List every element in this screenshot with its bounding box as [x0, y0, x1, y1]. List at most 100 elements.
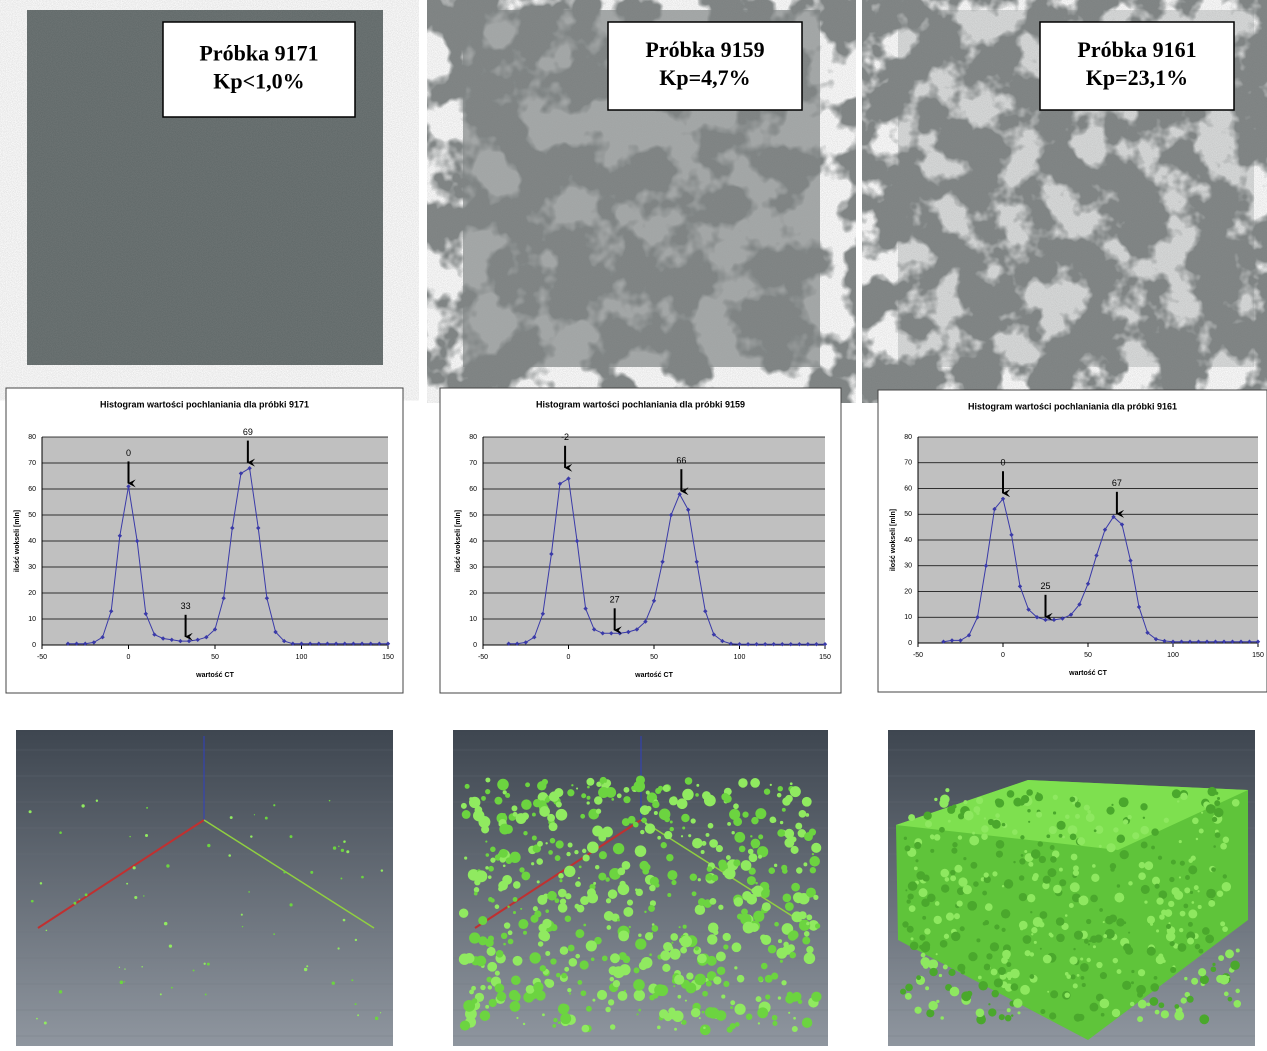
pore [803, 862, 808, 867]
pore [511, 805, 518, 812]
pore [983, 872, 989, 878]
pore [273, 933, 276, 936]
pore [806, 887, 816, 898]
pore [617, 991, 628, 1001]
data-point [814, 642, 819, 647]
pore [1116, 918, 1125, 927]
data-point [745, 642, 751, 647]
pore [512, 911, 517, 915]
pore [1068, 903, 1074, 908]
photo-kp: Kp<1,0% [213, 69, 304, 94]
pore [903, 836, 908, 840]
pore [925, 986, 930, 991]
chart-title: Histogram wartości pochlaniania dla prób… [100, 399, 309, 409]
pore [485, 1004, 490, 1009]
pore [682, 788, 694, 801]
pore [507, 905, 510, 908]
pore [943, 933, 950, 939]
pore [907, 881, 918, 891]
pore [654, 883, 660, 888]
pore [924, 820, 933, 828]
pore [1176, 800, 1180, 803]
pore [738, 778, 748, 788]
pore [605, 898, 612, 904]
pore [340, 877, 343, 880]
pore [204, 993, 207, 996]
data-point [728, 641, 734, 646]
pore [533, 981, 544, 993]
pore [705, 832, 710, 837]
pore [1010, 983, 1019, 991]
pore [1026, 789, 1033, 796]
pore [1047, 990, 1050, 993]
pore [981, 833, 988, 841]
pore [487, 875, 492, 879]
y-tick-label: 10 [904, 614, 912, 621]
photo-kp: Kp=23,1% [1086, 65, 1188, 90]
pore [582, 854, 590, 862]
pore [515, 813, 527, 824]
pore [143, 895, 145, 897]
pore [623, 906, 634, 917]
pore [755, 808, 767, 820]
pore [569, 992, 572, 995]
pore [981, 825, 989, 833]
pore [738, 845, 746, 853]
render-3d [888, 730, 1255, 1046]
pore [1129, 1001, 1135, 1007]
pore [1170, 966, 1177, 973]
x-tick-label: 100 [1167, 652, 1179, 659]
x-tick-label: 150 [1252, 652, 1264, 659]
pore [567, 789, 575, 797]
pore [485, 840, 488, 843]
pore [459, 1020, 471, 1031]
pore [537, 840, 543, 847]
pore [486, 976, 493, 983]
pore [1122, 980, 1132, 990]
pore [498, 848, 508, 858]
pore [1140, 884, 1150, 894]
pore [1187, 937, 1195, 945]
data-point [152, 632, 157, 637]
data-point [178, 638, 183, 644]
pore [1081, 982, 1086, 988]
pore [1099, 998, 1110, 1009]
pore [1188, 909, 1198, 919]
pore [956, 887, 965, 896]
data-point [1102, 527, 1108, 532]
pore [1042, 882, 1050, 890]
data-point [720, 638, 725, 644]
pore [690, 1007, 701, 1018]
pore [939, 826, 945, 833]
data-point [591, 627, 597, 632]
x-tick-label: -50 [913, 652, 923, 659]
pore [645, 790, 650, 795]
pore [608, 966, 618, 976]
pore [748, 853, 758, 863]
pore [488, 896, 493, 902]
pore [485, 938, 494, 948]
pore [1018, 920, 1028, 930]
pore [1103, 934, 1108, 938]
pore [45, 929, 48, 932]
pore [715, 951, 726, 962]
pore [1078, 897, 1082, 901]
pore [686, 972, 694, 980]
pore [499, 823, 511, 835]
pore [550, 923, 558, 932]
pore [747, 848, 754, 855]
pore [1211, 867, 1216, 872]
pore [126, 882, 129, 885]
data-point [966, 633, 972, 638]
pore [464, 953, 475, 964]
pore [772, 1020, 778, 1026]
pore [644, 910, 647, 914]
pore [503, 942, 506, 946]
pore [1048, 826, 1057, 835]
pore [1039, 911, 1048, 919]
pore [986, 953, 993, 960]
pore [502, 813, 506, 817]
data-point [771, 642, 776, 647]
y-tick-label: 30 [28, 564, 36, 571]
pore [565, 893, 572, 900]
